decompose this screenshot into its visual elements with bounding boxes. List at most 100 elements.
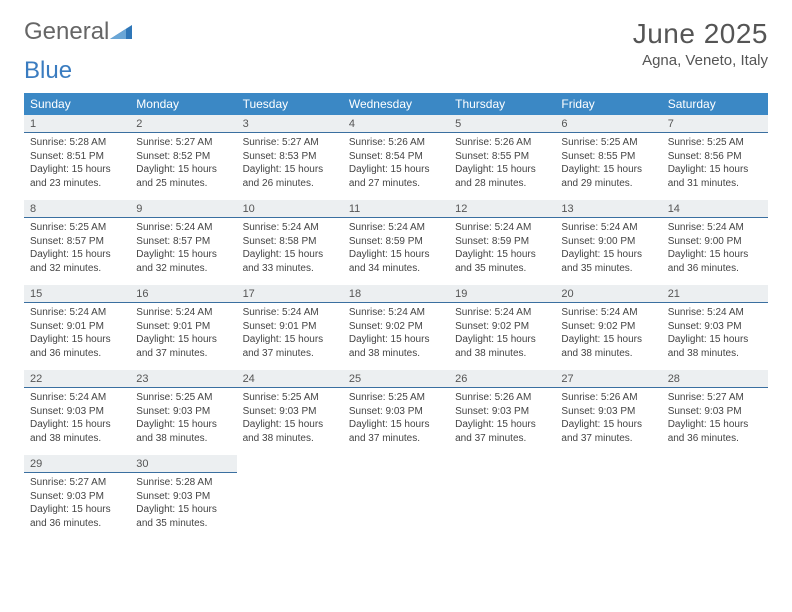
day-number-cell: 25 xyxy=(343,370,449,388)
day-number-cell xyxy=(237,455,343,473)
day-number-cell xyxy=(662,455,768,473)
day-number-cell: 4 xyxy=(343,115,449,133)
day-number-cell: 26 xyxy=(449,370,555,388)
daylight-text: Daylight: 15 hours and 38 minutes. xyxy=(668,333,762,360)
sunset-text: Sunset: 9:03 PM xyxy=(561,405,655,419)
sunrise-text: Sunrise: 5:25 AM xyxy=(668,136,762,150)
day-number-cell: 6 xyxy=(555,115,661,133)
day-content-cell: Sunrise: 5:24 AMSunset: 9:00 PMDaylight:… xyxy=(662,218,768,286)
sunset-text: Sunset: 8:57 PM xyxy=(30,235,124,249)
location-text: Agna, Veneto, Italy xyxy=(633,52,768,69)
daylight-text: Daylight: 15 hours and 37 minutes. xyxy=(561,418,655,445)
sunrise-text: Sunrise: 5:24 AM xyxy=(243,221,337,235)
sunset-text: Sunset: 9:03 PM xyxy=(30,490,124,504)
sunrise-text: Sunrise: 5:27 AM xyxy=(243,136,337,150)
logo-word-2: Blue xyxy=(24,57,72,84)
daylight-text: Daylight: 15 hours and 38 minutes. xyxy=(30,418,124,445)
sunset-text: Sunset: 9:01 PM xyxy=(136,320,230,334)
day-number-cell: 5 xyxy=(449,115,555,133)
sunrise-text: Sunrise: 5:24 AM xyxy=(561,221,655,235)
day-number-cell xyxy=(343,455,449,473)
sunset-text: Sunset: 9:01 PM xyxy=(30,320,124,334)
day-number-cell: 21 xyxy=(662,285,768,303)
sunrise-text: Sunrise: 5:27 AM xyxy=(668,391,762,405)
day-number: 8 xyxy=(30,203,36,215)
day-content-cell: Sunrise: 5:27 AMSunset: 9:03 PMDaylight:… xyxy=(24,473,130,541)
daylight-text: Daylight: 15 hours and 38 minutes. xyxy=(349,333,443,360)
daylight-text: Daylight: 15 hours and 38 minutes. xyxy=(561,333,655,360)
daylight-text: Daylight: 15 hours and 23 minutes. xyxy=(30,163,124,190)
daylight-text: Daylight: 15 hours and 33 minutes. xyxy=(243,248,337,275)
day-content-cell: Sunrise: 5:24 AMSunset: 8:59 PMDaylight:… xyxy=(449,218,555,286)
daylight-text: Daylight: 15 hours and 35 minutes. xyxy=(561,248,655,275)
daylight-text: Daylight: 15 hours and 37 minutes. xyxy=(455,418,549,445)
day-content-row: Sunrise: 5:27 AMSunset: 9:03 PMDaylight:… xyxy=(24,473,768,541)
day-number-row: 22232425262728 xyxy=(24,370,768,388)
day-number: 13 xyxy=(561,203,573,215)
daylight-text: Daylight: 15 hours and 35 minutes. xyxy=(136,503,230,530)
day-content-cell: Sunrise: 5:24 AMSunset: 8:58 PMDaylight:… xyxy=(237,218,343,286)
sunrise-text: Sunrise: 5:25 AM xyxy=(30,221,124,235)
sunset-text: Sunset: 9:03 PM xyxy=(455,405,549,419)
sunset-text: Sunset: 9:03 PM xyxy=(30,405,124,419)
day-number-row: 29 30 xyxy=(24,455,768,473)
day-number-cell: 9 xyxy=(130,200,236,218)
sunset-text: Sunset: 8:53 PM xyxy=(243,150,337,164)
day-content-cell xyxy=(662,473,768,541)
day-content-cell xyxy=(343,473,449,541)
daylight-text: Daylight: 15 hours and 36 minutes. xyxy=(668,248,762,275)
day-content-row: Sunrise: 5:24 AMSunset: 9:03 PMDaylight:… xyxy=(24,388,768,456)
day-number-cell: 30 xyxy=(130,455,236,473)
day-number: 19 xyxy=(455,288,467,300)
sunrise-text: Sunrise: 5:24 AM xyxy=(455,306,549,320)
day-content-cell: Sunrise: 5:24 AMSunset: 9:02 PMDaylight:… xyxy=(555,303,661,371)
sunset-text: Sunset: 9:01 PM xyxy=(243,320,337,334)
day-content-cell: Sunrise: 5:24 AMSunset: 9:01 PMDaylight:… xyxy=(237,303,343,371)
sunrise-text: Sunrise: 5:24 AM xyxy=(668,306,762,320)
day-number: 2 xyxy=(136,118,142,130)
day-number-cell: 13 xyxy=(555,200,661,218)
day-content-row: Sunrise: 5:24 AMSunset: 9:01 PMDaylight:… xyxy=(24,303,768,371)
daylight-text: Daylight: 15 hours and 32 minutes. xyxy=(30,248,124,275)
sunrise-text: Sunrise: 5:24 AM xyxy=(30,306,124,320)
sunrise-text: Sunrise: 5:26 AM xyxy=(561,391,655,405)
daylight-text: Daylight: 15 hours and 38 minutes. xyxy=(455,333,549,360)
daylight-text: Daylight: 15 hours and 37 minutes. xyxy=(136,333,230,360)
day-number: 26 xyxy=(455,373,467,385)
day-number-cell: 24 xyxy=(237,370,343,388)
dow-monday: Monday xyxy=(130,93,236,115)
daylight-text: Daylight: 15 hours and 36 minutes. xyxy=(668,418,762,445)
day-content-cell: Sunrise: 5:24 AMSunset: 9:01 PMDaylight:… xyxy=(130,303,236,371)
sunrise-text: Sunrise: 5:26 AM xyxy=(455,391,549,405)
sunset-text: Sunset: 9:02 PM xyxy=(349,320,443,334)
day-number-row: 891011121314 xyxy=(24,200,768,218)
day-number: 30 xyxy=(136,458,148,470)
day-number-cell: 11 xyxy=(343,200,449,218)
daylight-text: Daylight: 15 hours and 38 minutes. xyxy=(136,418,230,445)
day-of-week-row: Sunday Monday Tuesday Wednesday Thursday… xyxy=(24,93,768,115)
day-content-cell xyxy=(555,473,661,541)
day-number-cell: 19 xyxy=(449,285,555,303)
sunset-text: Sunset: 8:58 PM xyxy=(243,235,337,249)
day-content-cell: Sunrise: 5:25 AMSunset: 9:03 PMDaylight:… xyxy=(343,388,449,456)
day-number-cell: 14 xyxy=(662,200,768,218)
day-number-cell: 15 xyxy=(24,285,130,303)
sunrise-text: Sunrise: 5:24 AM xyxy=(136,306,230,320)
day-number-cell: 8 xyxy=(24,200,130,218)
day-number-cell: 3 xyxy=(237,115,343,133)
sunrise-text: Sunrise: 5:24 AM xyxy=(349,221,443,235)
day-content-cell: Sunrise: 5:25 AMSunset: 8:57 PMDaylight:… xyxy=(24,218,130,286)
sunset-text: Sunset: 9:03 PM xyxy=(668,320,762,334)
sunrise-text: Sunrise: 5:24 AM xyxy=(30,391,124,405)
sunrise-text: Sunrise: 5:25 AM xyxy=(349,391,443,405)
day-content-cell xyxy=(449,473,555,541)
day-number: 24 xyxy=(243,373,255,385)
sunrise-text: Sunrise: 5:25 AM xyxy=(561,136,655,150)
day-content-cell: Sunrise: 5:24 AMSunset: 9:01 PMDaylight:… xyxy=(24,303,130,371)
day-number: 23 xyxy=(136,373,148,385)
sunset-text: Sunset: 9:03 PM xyxy=(243,405,337,419)
day-number-cell: 27 xyxy=(555,370,661,388)
day-content-cell: Sunrise: 5:26 AMSunset: 8:55 PMDaylight:… xyxy=(449,133,555,201)
day-number: 29 xyxy=(30,458,42,470)
daylight-text: Daylight: 15 hours and 34 minutes. xyxy=(349,248,443,275)
